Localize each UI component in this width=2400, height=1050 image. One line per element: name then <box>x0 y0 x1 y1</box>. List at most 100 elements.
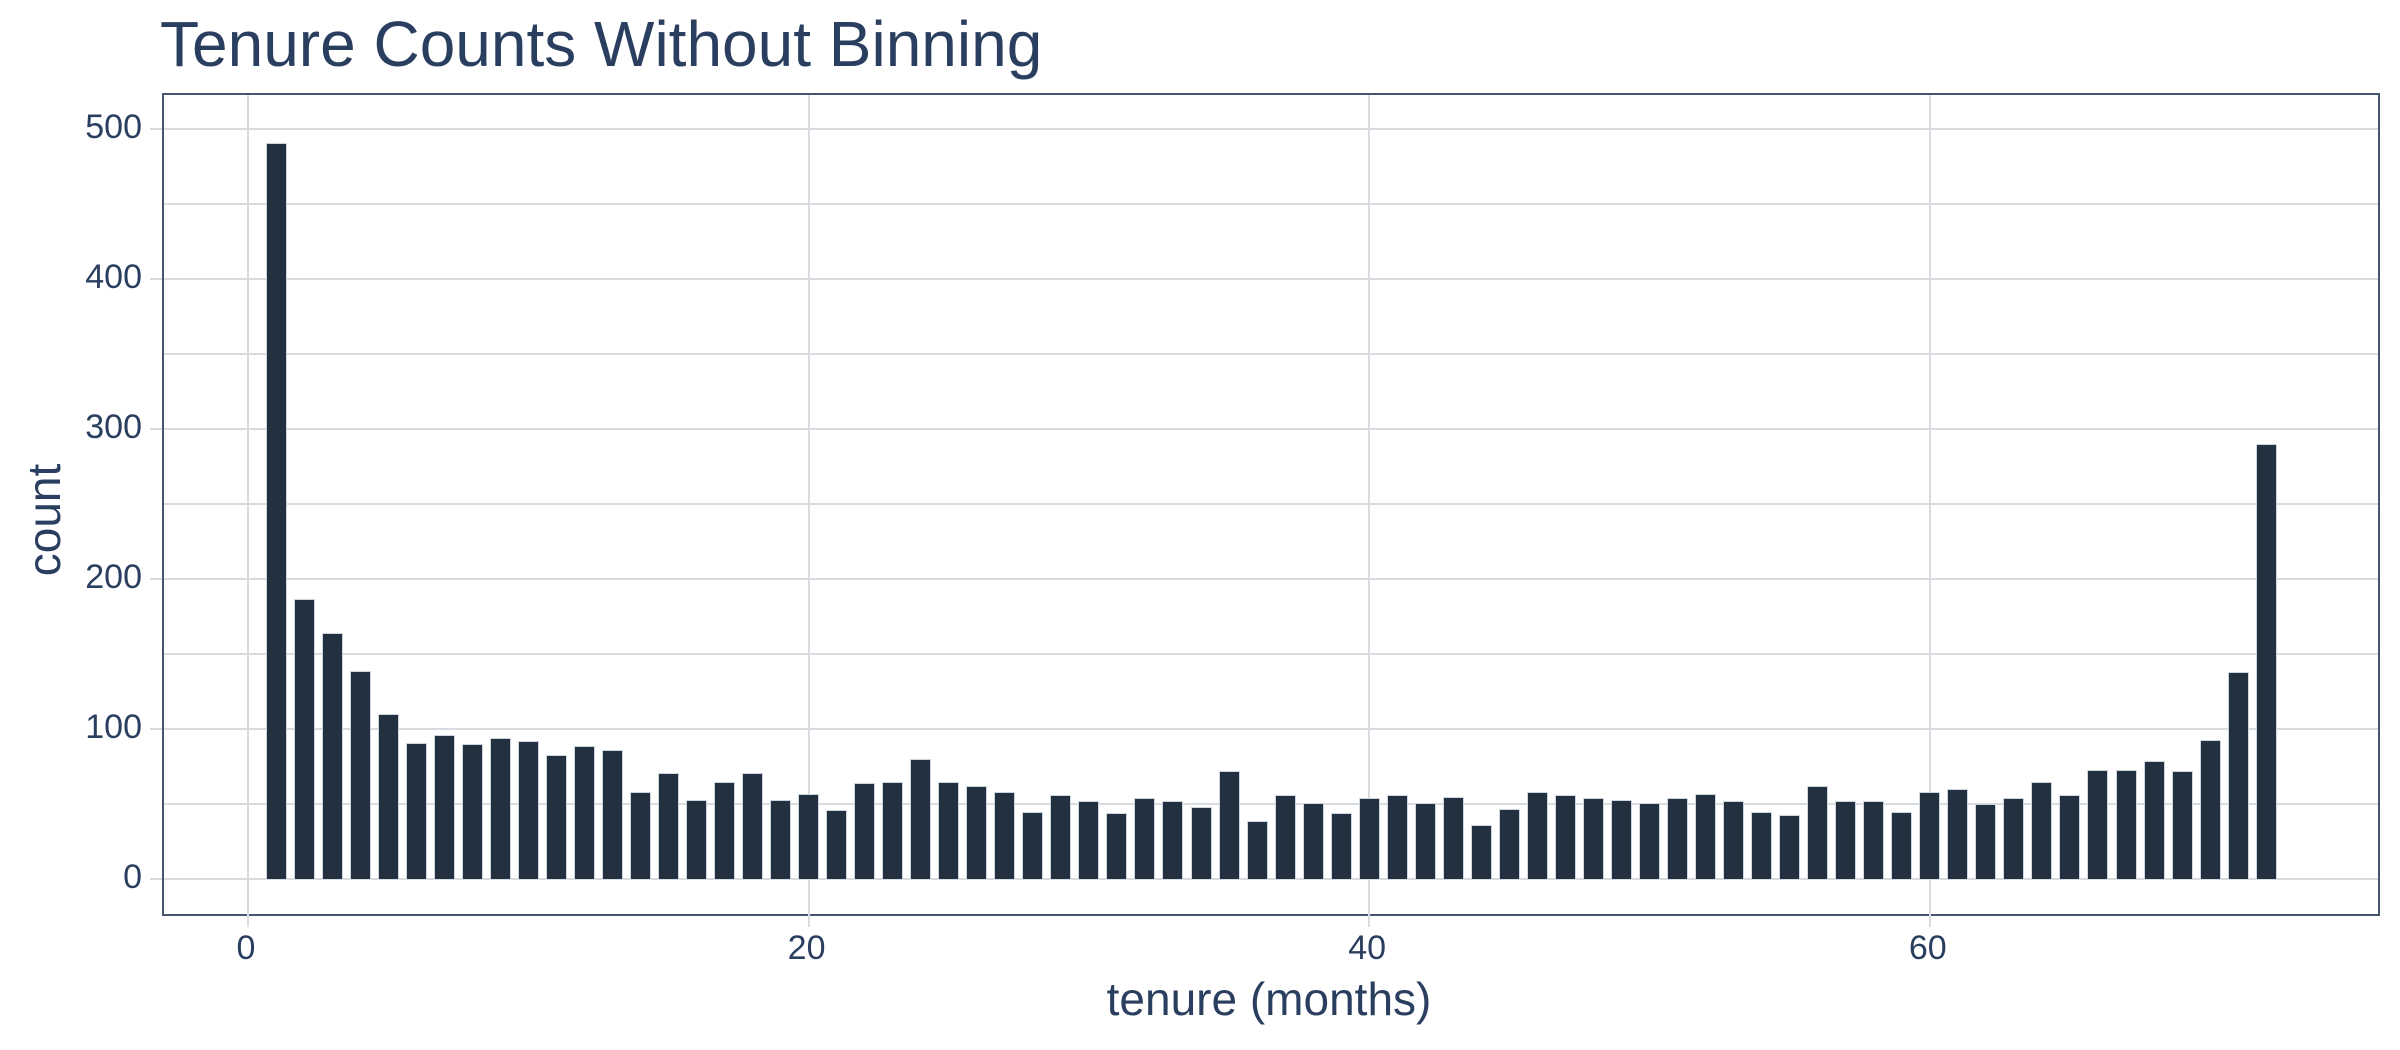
bar-tenure-18[interactable] <box>742 772 764 879</box>
h-gridline-100 <box>164 728 2378 730</box>
bar-tenure-35[interactable] <box>1218 771 1240 879</box>
bar-tenure-6[interactable] <box>405 742 427 879</box>
bar-tenure-29[interactable] <box>1050 795 1072 879</box>
bar-tenure-72[interactable] <box>2255 444 2277 879</box>
bar-tenure-54[interactable] <box>1751 811 1773 879</box>
bar-tenure-44[interactable] <box>1470 825 1492 879</box>
bar-tenure-57[interactable] <box>1835 801 1857 879</box>
bar-tenure-69[interactable] <box>2171 771 2193 879</box>
bar-tenure-45[interactable] <box>1498 808 1520 879</box>
bar-tenure-48[interactable] <box>1582 798 1604 879</box>
y-tick-mark-0 <box>150 878 162 880</box>
x-tick-label-20: 20 <box>787 929 826 967</box>
h-gridline-300 <box>164 428 2378 430</box>
bar-tenure-53[interactable] <box>1723 801 1745 879</box>
x-tick-mark-0 <box>247 914 249 927</box>
bar-tenure-50[interactable] <box>1639 802 1660 879</box>
h-gridline-50 <box>164 803 2378 805</box>
h-gridline-350 <box>164 353 2378 355</box>
bar-tenure-58[interactable] <box>1863 801 1885 879</box>
bar-tenure-10[interactable] <box>517 741 539 879</box>
bar-tenure-22[interactable] <box>854 783 876 879</box>
h-gridline-150 <box>164 653 2378 655</box>
bar-tenure-7[interactable] <box>433 735 455 879</box>
bar-tenure-33[interactable] <box>1162 801 1184 879</box>
bar-tenure-34[interactable] <box>1190 807 1212 879</box>
h-gridline-400 <box>164 278 2378 280</box>
bar-tenure-3[interactable] <box>321 633 343 879</box>
bar-tenure-52[interactable] <box>1695 793 1717 879</box>
bar-tenure-56[interactable] <box>1807 786 1829 879</box>
bar-tenure-61[interactable] <box>1947 789 1969 879</box>
h-gridline-500 <box>164 128 2378 130</box>
bar-tenure-42[interactable] <box>1414 802 1436 879</box>
bar-tenure-66[interactable] <box>2087 769 2109 879</box>
bar-tenure-55[interactable] <box>1779 814 1801 879</box>
h-gridline-200 <box>164 578 2378 580</box>
bar-tenure-41[interactable] <box>1386 795 1408 879</box>
bar-tenure-21[interactable] <box>826 810 848 879</box>
bar-tenure-8[interactable] <box>461 744 483 879</box>
bar-tenure-36[interactable] <box>1246 820 1268 879</box>
bar-tenure-47[interactable] <box>1554 795 1576 879</box>
bar-tenure-39[interactable] <box>1330 813 1352 879</box>
bar-tenure-70[interactable] <box>2199 739 2221 879</box>
v-gridline-20 <box>807 95 810 914</box>
bar-tenure-19[interactable] <box>770 799 792 879</box>
bar-tenure-16[interactable] <box>685 799 707 879</box>
bar-tenure-68[interactable] <box>2143 760 2165 879</box>
bar-tenure-37[interactable] <box>1274 795 1296 879</box>
bar-tenure-40[interactable] <box>1358 798 1380 879</box>
bar-tenure-14[interactable] <box>629 792 651 879</box>
bar-tenure-62[interactable] <box>1975 804 1997 879</box>
bar-tenure-13[interactable] <box>601 750 623 879</box>
bar-tenure-30[interactable] <box>1078 801 1100 879</box>
bar-tenure-65[interactable] <box>2059 795 2081 879</box>
bar-tenure-38[interactable] <box>1302 802 1324 879</box>
x-tick-mark-60 <box>1928 914 1931 927</box>
bar-tenure-51[interactable] <box>1667 798 1689 879</box>
bar-tenure-27[interactable] <box>994 792 1016 879</box>
bar-tenure-17[interactable] <box>714 781 735 879</box>
h-gridline-0 <box>164 878 2378 880</box>
bar-tenure-24[interactable] <box>910 759 932 879</box>
bar-tenure-11[interactable] <box>545 754 567 879</box>
bar-tenure-4[interactable] <box>349 670 371 879</box>
h-gridline-250 <box>164 503 2378 505</box>
bar-tenure-28[interactable] <box>1022 811 1044 879</box>
bar-tenure-59[interactable] <box>1891 811 1913 879</box>
bar-tenure-63[interactable] <box>2003 798 2025 879</box>
bar-tenure-9[interactable] <box>489 738 511 879</box>
x-axis-title: tenure (months) <box>1106 973 1432 1025</box>
bar-tenure-31[interactable] <box>1106 813 1128 879</box>
v-gridline-60 <box>1928 95 1931 914</box>
bar-tenure-15[interactable] <box>657 772 679 879</box>
bar-tenure-64[interactable] <box>2031 781 2053 879</box>
bar-tenure-67[interactable] <box>2115 769 2137 879</box>
y-tick-label-400: 400 <box>85 258 142 296</box>
bar-tenure-25[interactable] <box>938 781 960 879</box>
bar-tenure-1[interactable] <box>265 142 287 879</box>
bar-tenure-23[interactable] <box>882 781 904 879</box>
y-tick-mark-500 <box>150 128 162 130</box>
bar-tenure-49[interactable] <box>1610 799 1632 879</box>
bar-tenure-12[interactable] <box>573 745 595 879</box>
bar-tenure-46[interactable] <box>1526 792 1548 879</box>
bar-tenure-71[interactable] <box>2227 672 2249 879</box>
y-tick-mark-300 <box>150 428 162 430</box>
y-tick-label-500: 500 <box>85 108 142 146</box>
bar-tenure-43[interactable] <box>1442 796 1464 879</box>
y-tick-label-100: 100 <box>85 708 142 746</box>
bar-tenure-20[interactable] <box>798 793 820 879</box>
bar-tenure-5[interactable] <box>377 714 399 879</box>
y-tick-mark-400 <box>150 278 162 280</box>
y-tick-mark-100 <box>150 728 162 730</box>
bar-tenure-32[interactable] <box>1134 798 1156 879</box>
x-tick-label-40: 40 <box>1348 929 1387 967</box>
x-tick-mark-20 <box>807 914 810 927</box>
bar-tenure-60[interactable] <box>1919 792 1941 879</box>
plot-area <box>150 93 2380 927</box>
bar-tenure-2[interactable] <box>293 598 315 879</box>
bar-tenure-26[interactable] <box>966 786 988 879</box>
x-tick-label-0: 0 <box>236 929 256 967</box>
